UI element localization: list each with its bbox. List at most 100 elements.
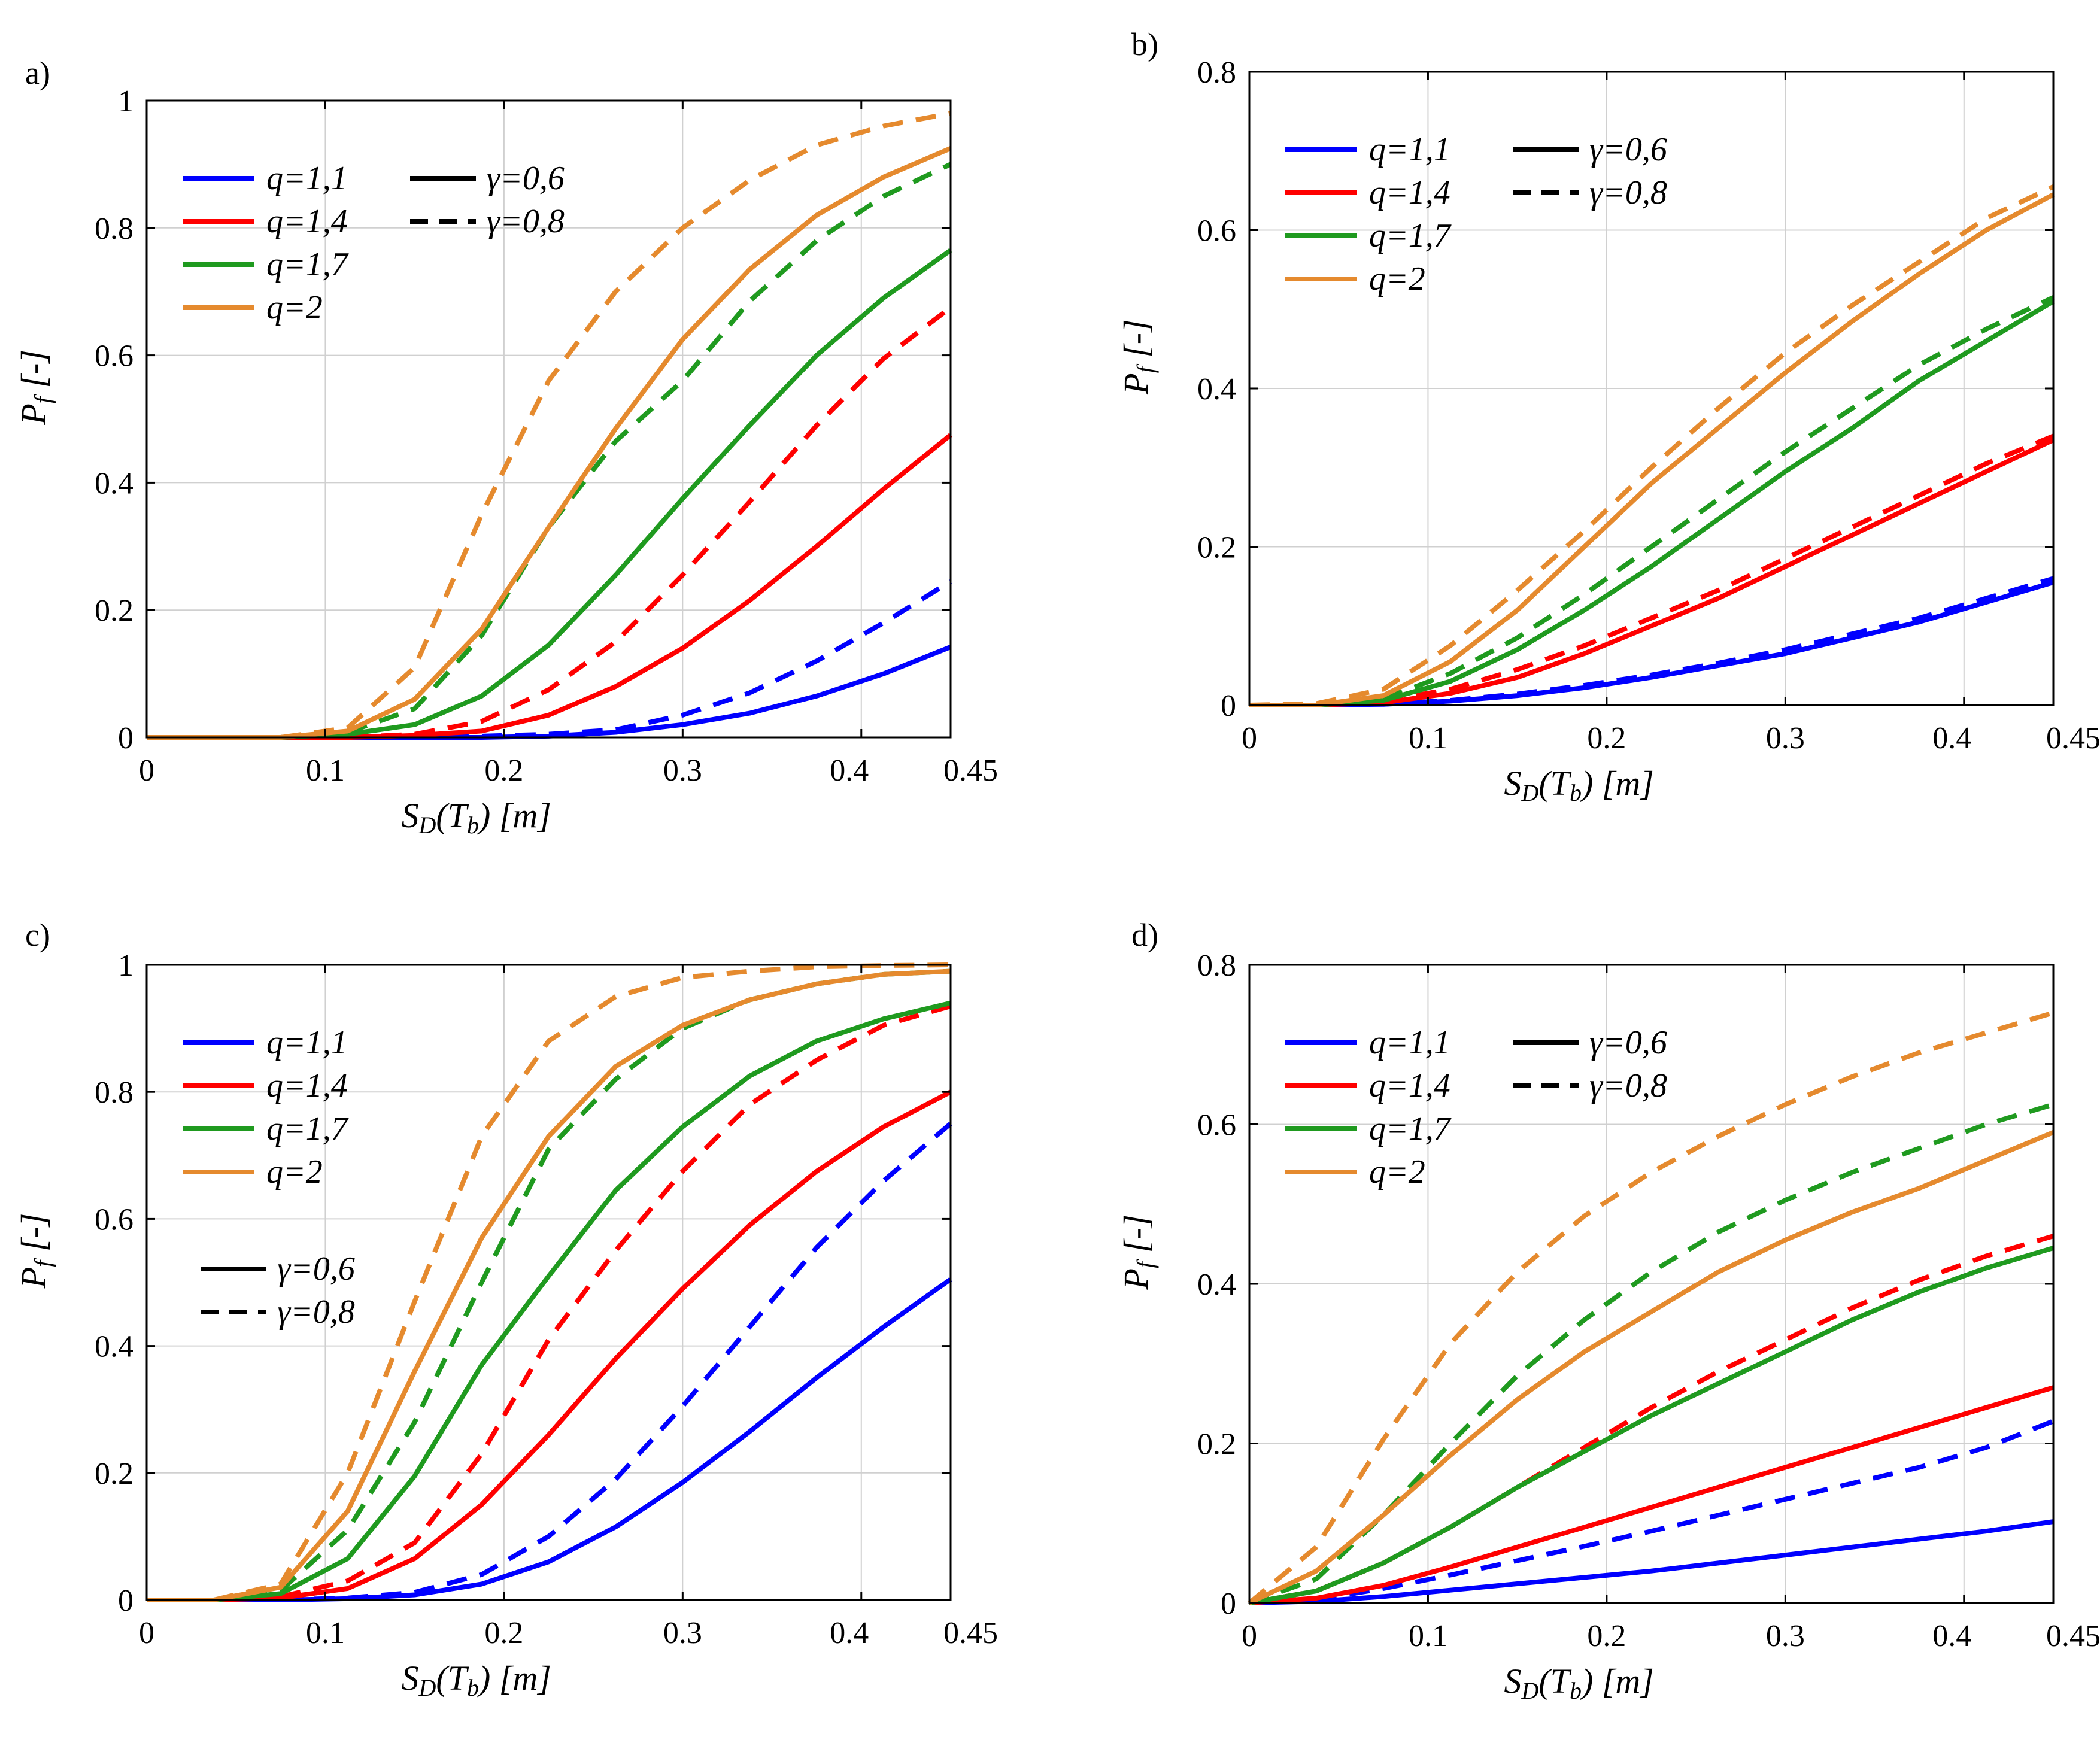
legend: q=1,1 q=1,4 q=1,7 q=2 γ=0,6 γ=0,8 [183, 1024, 355, 1331]
series-line [1248, 1102, 2055, 1605]
series-line [1249, 433, 2055, 707]
series-line [147, 1000, 951, 1602]
y-axis-label: Pf [-] [14, 350, 56, 426]
panel-label: c) [25, 917, 50, 953]
y-tick-label: 0.4 [95, 466, 133, 500]
x-tick-label: 0.1 [306, 1616, 345, 1650]
x-axis-label: SD(Tb) [m] [1504, 764, 1653, 806]
x-tick-label: 0.45 [2046, 721, 2100, 755]
legend-label-q: q=1,7 [1369, 1110, 1452, 1147]
legend: q=1,1 q=1,4 q=1,7 q=2 γ=0,6 γ=0,8 [1285, 1024, 1667, 1191]
panel-label: a) [25, 55, 50, 91]
legend-label-q: q=2 [1369, 260, 1425, 297]
series-line [1249, 1419, 2055, 1605]
y-tick-label: 0.8 [1197, 949, 1236, 983]
series-line [1249, 576, 2055, 707]
y-tick-label: 0 [118, 721, 133, 755]
y-tick-label: 0.2 [95, 1457, 133, 1491]
x-tick-label: 0.3 [663, 754, 702, 788]
y-axis-label: Pf [-] [1116, 1214, 1159, 1290]
y-tick-label: 0.6 [95, 339, 133, 373]
x-tick-label: 0.45 [943, 754, 998, 788]
y-tick-label: 0.6 [1197, 214, 1236, 248]
legend-label-q: q=1,4 [266, 1067, 348, 1104]
plot-frame [145, 964, 952, 1601]
legend-label-q: q=2 [266, 1153, 323, 1191]
y-tick-label: 0.2 [95, 594, 133, 628]
legend-label-q: q=1,1 [266, 160, 348, 197]
y-axis-label: Pf [-] [1116, 319, 1159, 395]
panel-c: c) 0 0.1 0.2 0.3 0.4 0.45 0 0.2 0.4 0.6 0.8 1 SD(Tb) … [14, 917, 998, 1701]
legend-label-q: q=1,4 [266, 203, 348, 240]
panel-a: a) 0 0.1 0.2 0.3 0.4 0.45 0 0.2 0.4 0.6 0.8 1 SD(Tb) … [14, 55, 998, 839]
x-tick-label: 0.2 [1587, 1619, 1626, 1653]
series-line [1249, 295, 2055, 707]
x-tick-label: 0.2 [484, 754, 523, 788]
x-tick-label: 0.2 [1587, 721, 1626, 755]
y-tick-label: 1 [118, 949, 133, 983]
x-tick-label: 0.3 [663, 1616, 702, 1650]
y-tick-label: 0 [1221, 1587, 1236, 1621]
legend-label-gamma: γ=0,6 [487, 160, 565, 197]
legend-label-gamma: γ=0,8 [487, 203, 565, 240]
x-tick-label: 0.4 [830, 754, 869, 788]
series-line [147, 1089, 952, 1602]
panel-b: b) 0 0.1 0.2 0.3 0.4 0.45 0 0.2 0.4 0.6 0.8 SD(Tb) [… [1116, 26, 2100, 806]
x-tick-label: 0 [139, 1616, 154, 1650]
legend-label-gamma: γ=0,8 [1589, 1067, 1667, 1104]
series-line [147, 305, 952, 740]
legend-label-gamma: γ=0,6 [1589, 131, 1667, 168]
y-tick-label: 0.2 [1197, 1428, 1236, 1462]
y-tick-label: 0.8 [95, 212, 133, 246]
x-tick-label: 0.3 [1766, 721, 1805, 755]
x-tick-label: 0.4 [830, 1616, 869, 1650]
x-tick-label: 0.4 [1932, 1619, 1971, 1653]
panel-label: b) [1131, 26, 1158, 62]
legend: q=1,1 q=1,4 q=1,7 q=2 γ=0,6 γ=0,8 [183, 160, 565, 326]
series-line [147, 1122, 952, 1602]
legend-label-gamma: γ=0,6 [1589, 1024, 1667, 1061]
y-tick-label: 0 [118, 1584, 133, 1618]
y-axis-label: Pf [-] [14, 1213, 56, 1289]
legend-label-q: q=1,1 [266, 1024, 348, 1061]
series-line [147, 962, 951, 1602]
series-line [147, 1004, 952, 1602]
legend-label-gamma: γ=0,8 [1589, 174, 1667, 211]
x-tick-label: 0.1 [306, 754, 345, 788]
y-tick-label: 0.2 [1197, 531, 1236, 565]
series-line [1249, 184, 2055, 707]
series-line [1249, 1385, 2055, 1605]
panel-d: d) 0 0.1 0.2 0.3 0.4 0.45 0 0.2 0.4 0.6 0.8 SD(Tb) [… [1116, 917, 2100, 1704]
x-tick-label: 0.1 [1409, 721, 1447, 755]
y-tick-label: 0.4 [1197, 372, 1236, 406]
series-line [1249, 192, 2055, 707]
series-line [147, 111, 951, 740]
x-tick-label: 0.2 [484, 1616, 523, 1650]
x-tick-label: 0 [1242, 1619, 1257, 1653]
y-tick-label: 1 [118, 84, 133, 119]
legend-label-q: q=1,1 [1369, 1024, 1450, 1061]
x-tick-label: 0 [1242, 721, 1257, 755]
y-tick-label: 0 [1221, 689, 1236, 723]
series-line [147, 579, 952, 740]
series-line [1248, 1010, 2055, 1605]
y-tick-label: 0.6 [1197, 1109, 1236, 1143]
y-tick-label: 0.4 [95, 1330, 133, 1364]
x-tick-label: 0 [139, 754, 154, 788]
x-tick-label: 0.4 [1932, 721, 1971, 755]
x-tick-label: 0.3 [1766, 1619, 1805, 1653]
panel-label: d) [1131, 917, 1158, 953]
legend: q=1,1 q=1,4 q=1,7 q=2 γ=0,6 γ=0,8 [1285, 131, 1667, 297]
x-axis-label: SD(Tb) [m] [401, 1659, 551, 1701]
y-tick-label: 0.8 [1197, 56, 1236, 90]
legend-label-q: q=1,4 [1369, 1067, 1450, 1104]
y-tick-label: 0.8 [95, 1076, 133, 1110]
x-tick-label: 0.1 [1409, 1619, 1447, 1653]
series-line [1248, 1130, 2055, 1605]
x-tick-label: 0.45 [2046, 1619, 2100, 1653]
y-tick-label: 0.6 [95, 1202, 133, 1237]
legend-label-q: q=1,7 [1369, 217, 1452, 254]
legend-label-q: q=1,4 [1369, 174, 1450, 211]
